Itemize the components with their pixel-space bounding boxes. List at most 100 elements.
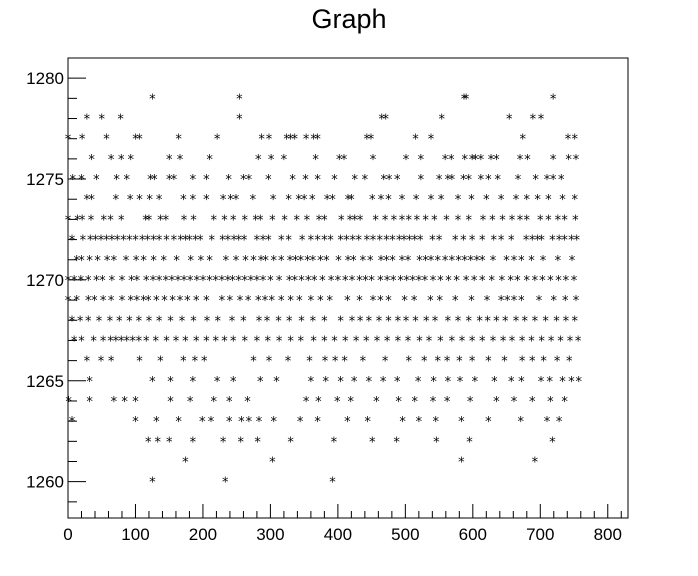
data-point: * xyxy=(445,375,452,390)
data-point: * xyxy=(515,173,522,188)
data-point: * xyxy=(322,375,329,390)
data-point: * xyxy=(509,213,516,228)
data-point: * xyxy=(524,274,531,289)
data-point: * xyxy=(78,173,85,188)
x-tick-label: 400 xyxy=(324,525,352,544)
data-point: * xyxy=(370,153,377,168)
data-point: * xyxy=(314,415,321,430)
data-point: * xyxy=(227,193,234,208)
data-point: * xyxy=(324,193,331,208)
data-point: * xyxy=(306,355,313,370)
data-point: * xyxy=(528,334,535,349)
data-point: * xyxy=(298,274,305,289)
data-point: * xyxy=(175,274,182,289)
data-point: * xyxy=(385,314,392,329)
data-point: * xyxy=(319,274,326,289)
data-point: * xyxy=(504,294,511,309)
data-point: * xyxy=(65,395,72,410)
data-point: * xyxy=(123,173,130,188)
data-point: * xyxy=(265,234,272,249)
axes: 0 100 200 300 400 500 600 700 800 1260 1265 1270 127… xyxy=(26,57,622,544)
data-point: * xyxy=(453,274,460,289)
data-point: * xyxy=(555,213,562,228)
data-point: * xyxy=(376,234,383,249)
data-point: * xyxy=(91,294,98,309)
data-point: * xyxy=(347,395,354,410)
data-point: * xyxy=(127,153,134,168)
data-point: * xyxy=(308,375,315,390)
data-point: * xyxy=(349,274,356,289)
data-point: * xyxy=(187,395,194,410)
data-point: * xyxy=(181,274,188,289)
data-point: * xyxy=(488,274,495,289)
data-point: * xyxy=(348,193,355,208)
data-point: * xyxy=(214,133,221,148)
data-point: * xyxy=(269,213,276,228)
data-point: * xyxy=(301,193,308,208)
data-point: * xyxy=(80,234,87,249)
data-point: * xyxy=(281,153,288,168)
data-point: * xyxy=(455,254,462,269)
data-point: * xyxy=(203,334,210,349)
data-point: * xyxy=(498,234,505,249)
data-point: * xyxy=(286,314,293,329)
data-point: * xyxy=(559,193,566,208)
data-point: * xyxy=(156,234,163,249)
data-point: * xyxy=(157,355,164,370)
data-point: * xyxy=(391,213,398,228)
data-point: * xyxy=(146,314,153,329)
data-point: * xyxy=(498,193,505,208)
data-point: * xyxy=(84,193,91,208)
data-point: * xyxy=(226,415,233,430)
data-point: * xyxy=(241,234,248,249)
data-point: * xyxy=(336,153,343,168)
data-point: * xyxy=(143,274,150,289)
data-point: * xyxy=(250,254,257,269)
data-point: * xyxy=(544,173,551,188)
data-point: * xyxy=(501,355,508,370)
data-point: * xyxy=(332,355,339,370)
data-point: * xyxy=(203,173,210,188)
data-point: * xyxy=(98,234,105,249)
data-point: * xyxy=(443,213,450,228)
data-point: * xyxy=(258,133,265,148)
data-point: * xyxy=(150,254,157,269)
data-point: * xyxy=(100,334,107,349)
data-point: * xyxy=(556,415,563,430)
data-point: * xyxy=(459,334,466,349)
data-point: * xyxy=(529,355,536,370)
data-point: * xyxy=(479,234,486,249)
data-point: * xyxy=(136,133,143,148)
data-point: * xyxy=(230,375,237,390)
data-point: * xyxy=(310,133,317,148)
data-point: * xyxy=(401,234,408,249)
x-tick-label: 200 xyxy=(189,525,217,544)
data-point: * xyxy=(469,355,476,370)
data-point: * xyxy=(190,193,197,208)
data-point: * xyxy=(134,294,141,309)
data-point: * xyxy=(507,274,514,289)
data-point: * xyxy=(127,294,134,309)
data-point: * xyxy=(223,254,230,269)
data-point: * xyxy=(331,173,338,188)
data-point: * xyxy=(399,213,406,228)
data-point: * xyxy=(530,113,537,128)
data-point: * xyxy=(430,395,437,410)
data-point: * xyxy=(519,334,526,349)
data-point: * xyxy=(562,294,569,309)
data-markers: * * * * * * * * * * * * * * * * * * * * * * * * * * * * * * * * * * * * * * * *… xyxy=(65,92,583,490)
data-point: * xyxy=(460,234,467,249)
data-point: * xyxy=(337,234,344,249)
data-point: * xyxy=(511,395,518,410)
data-point: * xyxy=(220,435,227,450)
data-point: * xyxy=(231,234,238,249)
data-point: * xyxy=(416,334,423,349)
data-point: * xyxy=(518,375,525,390)
data-point: * xyxy=(571,133,578,148)
data-point: * xyxy=(403,314,410,329)
data-point: * xyxy=(117,113,124,128)
data-point: * xyxy=(293,213,300,228)
data-point: * xyxy=(445,274,452,289)
data-point: * xyxy=(177,234,184,249)
data-point: * xyxy=(244,395,251,410)
